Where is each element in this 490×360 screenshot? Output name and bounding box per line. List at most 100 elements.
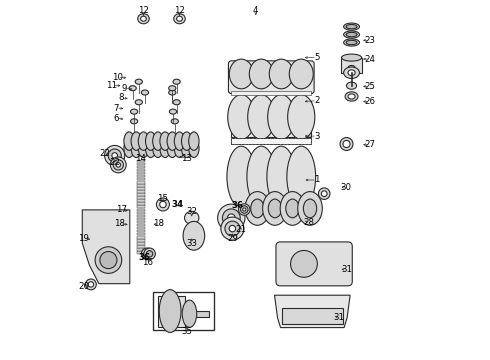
Text: 5: 5 <box>314 53 320 62</box>
Text: 24: 24 <box>365 55 376 63</box>
Ellipse shape <box>228 95 255 139</box>
Ellipse shape <box>138 132 148 150</box>
Ellipse shape <box>343 140 350 148</box>
Ellipse shape <box>189 139 199 158</box>
Text: 30: 30 <box>340 183 351 192</box>
Bar <box>248 199 319 218</box>
Ellipse shape <box>348 66 355 70</box>
Ellipse shape <box>160 139 170 158</box>
Bar <box>137 178 145 180</box>
FancyBboxPatch shape <box>228 61 314 94</box>
Ellipse shape <box>146 139 156 158</box>
Ellipse shape <box>189 132 199 150</box>
Ellipse shape <box>348 94 355 99</box>
Ellipse shape <box>104 145 125 166</box>
Ellipse shape <box>270 59 293 89</box>
Text: 26: 26 <box>365 97 376 106</box>
Bar <box>137 187 145 190</box>
Ellipse shape <box>346 82 357 89</box>
Ellipse shape <box>247 146 276 207</box>
Ellipse shape <box>174 139 185 158</box>
Text: 7: 7 <box>113 104 119 112</box>
Ellipse shape <box>229 59 253 89</box>
Bar <box>137 251 145 254</box>
Text: 22: 22 <box>109 158 120 167</box>
Bar <box>137 159 145 162</box>
Text: 3: 3 <box>314 132 320 140</box>
Ellipse shape <box>129 86 136 91</box>
Bar <box>137 224 145 226</box>
Ellipse shape <box>348 70 355 76</box>
Ellipse shape <box>181 139 192 158</box>
Bar <box>137 227 145 229</box>
Ellipse shape <box>141 16 147 21</box>
Ellipse shape <box>131 139 142 158</box>
Text: 18: 18 <box>153 219 164 228</box>
Ellipse shape <box>174 14 185 24</box>
Bar <box>137 166 145 168</box>
Ellipse shape <box>289 59 313 89</box>
Ellipse shape <box>343 39 360 46</box>
Ellipse shape <box>181 132 192 150</box>
Ellipse shape <box>268 95 295 139</box>
Ellipse shape <box>112 153 118 158</box>
Ellipse shape <box>303 199 317 218</box>
Text: 11: 11 <box>106 81 117 90</box>
Ellipse shape <box>108 149 121 162</box>
Ellipse shape <box>267 146 295 207</box>
Ellipse shape <box>221 217 244 240</box>
Ellipse shape <box>298 192 322 225</box>
Ellipse shape <box>110 157 126 173</box>
Bar <box>125 138 197 144</box>
Ellipse shape <box>345 92 358 101</box>
Ellipse shape <box>241 206 248 213</box>
Ellipse shape <box>156 198 170 211</box>
Bar <box>137 184 145 186</box>
Ellipse shape <box>153 139 163 158</box>
Polygon shape <box>82 210 130 284</box>
Bar <box>231 138 311 144</box>
Text: 31: 31 <box>334 313 345 322</box>
Ellipse shape <box>243 208 246 211</box>
Bar <box>137 202 145 205</box>
Ellipse shape <box>131 132 142 150</box>
Text: 4: 4 <box>253 5 259 14</box>
Ellipse shape <box>268 199 282 218</box>
FancyBboxPatch shape <box>276 242 352 286</box>
Ellipse shape <box>251 199 264 218</box>
Ellipse shape <box>280 192 305 225</box>
Bar <box>158 296 185 327</box>
Text: 1: 1 <box>314 175 320 184</box>
Bar <box>137 248 145 251</box>
Bar <box>137 230 145 233</box>
Ellipse shape <box>343 67 360 78</box>
Ellipse shape <box>135 79 143 84</box>
Ellipse shape <box>160 201 166 208</box>
Ellipse shape <box>173 79 180 84</box>
Bar <box>342 58 362 73</box>
Text: 23: 23 <box>365 36 376 45</box>
Ellipse shape <box>346 32 357 37</box>
Ellipse shape <box>227 146 256 207</box>
Bar <box>231 156 311 198</box>
Ellipse shape <box>218 204 245 231</box>
Polygon shape <box>274 295 350 328</box>
Text: 21: 21 <box>235 225 246 234</box>
Ellipse shape <box>116 163 121 167</box>
Text: 12: 12 <box>138 6 149 15</box>
Text: 34: 34 <box>172 200 183 209</box>
Ellipse shape <box>153 132 163 150</box>
Ellipse shape <box>318 188 330 199</box>
Ellipse shape <box>291 251 318 277</box>
Text: 15: 15 <box>157 194 169 203</box>
Bar <box>137 196 145 199</box>
Bar <box>231 101 311 137</box>
Bar <box>137 239 145 242</box>
Ellipse shape <box>141 248 153 260</box>
Text: 36: 36 <box>138 253 150 262</box>
Text: 17: 17 <box>117 205 127 214</box>
Ellipse shape <box>346 24 357 29</box>
Bar <box>231 91 311 95</box>
Bar <box>137 169 145 171</box>
Ellipse shape <box>95 247 122 273</box>
